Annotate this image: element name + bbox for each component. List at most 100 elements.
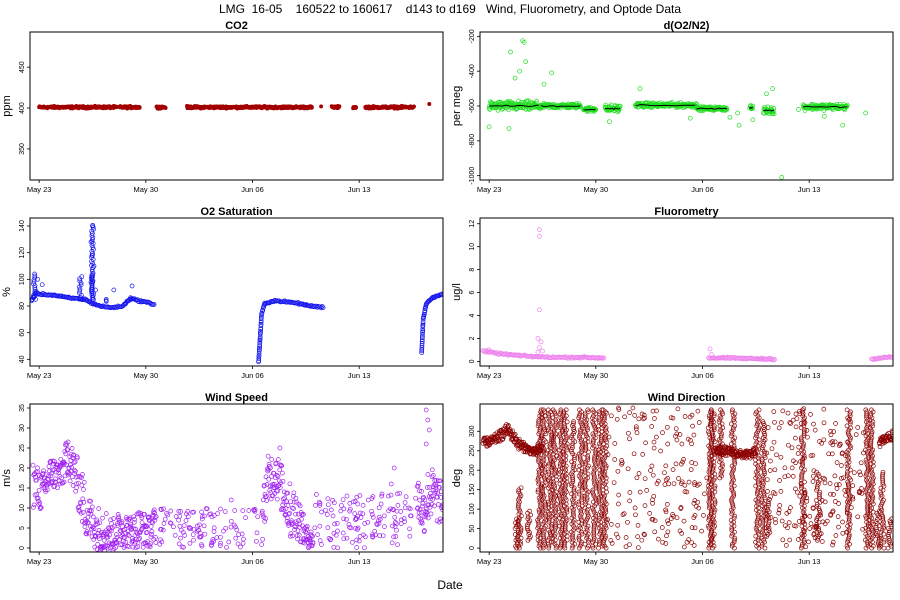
co2-point xyxy=(309,105,314,110)
wdir-point xyxy=(559,507,565,513)
do2n2-point xyxy=(517,68,522,74)
wdir-point xyxy=(598,473,603,479)
wdir-point xyxy=(579,517,584,523)
wspd-point xyxy=(211,529,217,534)
wdir-point xyxy=(591,493,597,499)
wspd-point xyxy=(239,531,245,537)
wspd-point xyxy=(427,491,433,496)
wdir-point xyxy=(564,419,570,425)
do2n2-point xyxy=(796,107,801,112)
wdir-point xyxy=(593,513,598,519)
wdir-point xyxy=(563,483,568,489)
do2n2-point xyxy=(506,126,512,131)
wspd-point xyxy=(176,508,182,514)
wspd-point xyxy=(425,472,431,477)
wspd-point xyxy=(65,472,71,478)
wdir-point xyxy=(515,530,521,535)
wspd-point xyxy=(295,528,301,534)
wspd-ytick-label: 25 xyxy=(19,444,26,452)
wdir-point xyxy=(888,436,893,441)
wspd-point xyxy=(427,485,432,490)
wspd-point xyxy=(101,537,107,543)
wdir-point xyxy=(798,425,804,431)
wspd-point xyxy=(61,479,67,485)
o2sat-point xyxy=(257,344,262,349)
wspd-point xyxy=(290,533,295,539)
o2sat-point xyxy=(79,274,85,280)
wdir-point xyxy=(729,527,735,533)
wspd-point xyxy=(222,509,228,514)
wdir-point xyxy=(557,463,563,469)
wdir-point xyxy=(537,529,542,535)
wspd-point xyxy=(68,462,73,468)
wspd-point xyxy=(295,536,300,542)
wspd-point xyxy=(362,545,367,551)
wdir-point xyxy=(709,409,715,415)
wspd-point xyxy=(152,515,158,520)
wspd-point xyxy=(340,497,346,503)
wdir-point xyxy=(535,533,541,539)
o2sat-point xyxy=(317,304,323,310)
wdir-point xyxy=(798,437,804,443)
wdir-point xyxy=(711,449,716,455)
wspd-point xyxy=(78,510,84,516)
do2n2-xtick-label: Jun 06 xyxy=(691,185,714,194)
wspd-point xyxy=(281,507,286,512)
fluor-xtick-label: May 30 xyxy=(584,371,609,380)
wdir-point xyxy=(540,545,546,551)
wspd-point xyxy=(429,474,435,480)
wspd-point xyxy=(275,474,281,479)
wspd-point xyxy=(74,485,80,490)
fluor-frame xyxy=(479,217,894,367)
wspd-xtick-label: Jun 13 xyxy=(348,557,371,566)
wdir-point xyxy=(516,545,522,551)
wdir-point xyxy=(759,459,765,465)
wdir-point xyxy=(538,463,544,469)
wdir-point xyxy=(561,417,567,423)
wspd-point xyxy=(347,524,352,530)
o2sat-ytick-label: 40 xyxy=(19,355,26,363)
wdir-point xyxy=(756,479,761,485)
wspd-point xyxy=(46,464,52,469)
wspd-point xyxy=(388,481,394,487)
wspd-point xyxy=(100,543,106,549)
wspd-point xyxy=(280,478,286,484)
wspd-point xyxy=(437,478,443,484)
wdir-point xyxy=(866,523,871,529)
wspd-point xyxy=(287,533,293,539)
wspd-point xyxy=(423,511,428,517)
do2n2-point xyxy=(750,106,755,111)
wspd-point xyxy=(309,533,314,539)
wspd-point xyxy=(339,503,344,508)
o2sat-point xyxy=(91,297,96,302)
wspd-point xyxy=(188,526,194,531)
o2sat-frame xyxy=(29,217,444,367)
wspd-point xyxy=(209,540,215,546)
wspd-point xyxy=(260,536,266,542)
do2n2-xtick-label: Jun 13 xyxy=(798,185,821,194)
wspd-point xyxy=(62,473,68,479)
wdir-title: Wind Direction xyxy=(648,392,726,404)
wspd-point xyxy=(81,480,87,485)
wspd-point xyxy=(354,545,360,550)
wspd-point xyxy=(428,496,433,502)
do2n2-point xyxy=(779,175,785,180)
wspd-xtick-label: May 23 xyxy=(27,557,52,566)
wspd-point xyxy=(82,524,88,530)
o2sat-point xyxy=(78,282,84,288)
o2sat-point xyxy=(256,353,262,358)
o2sat-point xyxy=(256,356,262,361)
wdir-point xyxy=(846,533,852,539)
o2sat-point xyxy=(257,337,263,343)
wdir-point xyxy=(561,451,567,457)
wspd-point xyxy=(278,507,284,513)
wspd-point xyxy=(370,532,375,538)
wdir-point xyxy=(538,435,544,441)
co2-point xyxy=(412,104,416,109)
wspd-point xyxy=(233,535,239,541)
wspd-point xyxy=(104,530,110,535)
do2n2-point xyxy=(727,114,733,120)
wspd-point xyxy=(158,537,163,543)
fluor-point xyxy=(535,336,541,341)
